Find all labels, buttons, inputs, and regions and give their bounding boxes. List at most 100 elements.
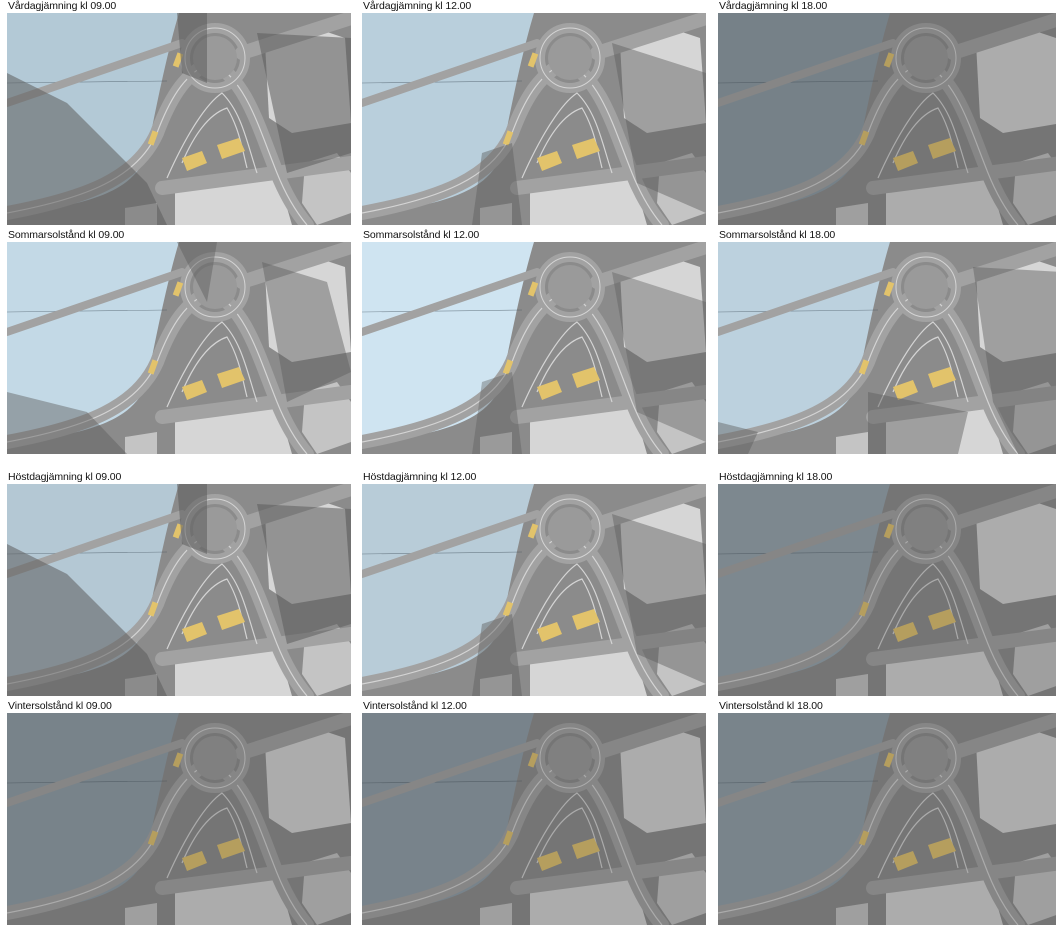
road (235, 242, 351, 289)
shadow-study-panel: Höstdagjämning kl 18.00 (718, 471, 1056, 696)
shadow-study-panel: Höstdagjämning kl 09.00 (7, 471, 351, 696)
proposed-building (502, 601, 514, 617)
roundabout-island (904, 507, 948, 551)
site-plan-svg (7, 484, 351, 696)
road (946, 242, 1056, 289)
proposed-building (893, 851, 918, 871)
roundabout-island (548, 36, 592, 80)
site-plan-svg (362, 713, 706, 925)
proposed-building (147, 601, 159, 617)
site-plan-map (362, 242, 706, 454)
road (718, 39, 897, 107)
site-plan-map (718, 13, 1056, 225)
waterline (7, 551, 168, 555)
shadow-study-panel: Sommarsolstånd kl 12.00 (362, 229, 706, 454)
road-marking (877, 792, 969, 879)
proposed-building (572, 838, 600, 859)
proposed-building (182, 380, 207, 400)
road-marking (166, 321, 258, 408)
road (866, 856, 1056, 895)
site-plan-svg (718, 713, 1056, 925)
road-marking (877, 92, 969, 179)
road (590, 713, 706, 760)
building (976, 257, 1056, 362)
proposed-building (537, 151, 562, 171)
proposed-building (172, 281, 184, 297)
site-plan-map (362, 13, 706, 225)
roundabout-marking (895, 27, 957, 89)
proposed-building (893, 380, 918, 400)
building (620, 499, 706, 604)
proposed-building (527, 523, 539, 539)
roundabout-marking (539, 256, 601, 318)
waterline (718, 551, 879, 555)
panel-title: Vårdagjämning kl 18.00 (719, 0, 828, 12)
proposed-building (217, 367, 245, 388)
shadow-overlay (472, 43, 706, 225)
proposed-building (928, 367, 956, 388)
building (480, 432, 512, 454)
waterline (362, 309, 523, 313)
proposed-building (217, 138, 245, 159)
panel-title: Sommarsolstånd kl 12.00 (363, 229, 480, 241)
building (480, 674, 512, 696)
proposed-building (217, 838, 245, 859)
road (362, 268, 541, 336)
road (510, 156, 706, 195)
proposed-building (928, 138, 956, 159)
road (362, 510, 541, 578)
road (718, 739, 897, 807)
site-plan-map (7, 242, 351, 454)
proposed-building (537, 851, 562, 871)
roundabout-island (193, 736, 237, 780)
road (946, 484, 1056, 531)
roundabout-island (904, 265, 948, 309)
site-plan-map (7, 13, 351, 225)
road (866, 627, 1056, 666)
site-plan-svg (362, 484, 706, 696)
roundabout-island (548, 507, 592, 551)
roundabout-island (548, 736, 592, 780)
road (510, 856, 706, 895)
panel-title: Sommarsolstånd kl 18.00 (719, 229, 836, 241)
shadow-study-panel: Vårdagjämning kl 18.00 (718, 0, 1056, 225)
road-marking (166, 563, 258, 650)
site-plan-svg (718, 13, 1056, 225)
site-plan-map (718, 242, 1056, 454)
site-plan-map (7, 484, 351, 696)
road (362, 739, 541, 807)
roundabout-island (193, 265, 237, 309)
proposed-building (502, 359, 514, 375)
road-marking (521, 563, 613, 650)
panel-title: Vårdagjämning kl 12.00 (363, 0, 472, 12)
panel-title: Sommarsolstånd kl 09.00 (8, 229, 125, 241)
shadow-overlay (7, 242, 351, 454)
shadow-study-panel: Vintersolstånd kl 18.00 (718, 700, 1056, 925)
roundabout-island (548, 265, 592, 309)
proposed-building (217, 609, 245, 630)
roundabout-island (904, 736, 948, 780)
site-plan-map (362, 484, 706, 696)
road (7, 268, 186, 336)
site-plan-map (362, 713, 706, 925)
road (7, 739, 186, 807)
proposed-building (858, 359, 870, 375)
proposed-building (182, 851, 207, 871)
shadow-overlay (718, 13, 1056, 225)
proposed-building (527, 52, 539, 68)
proposed-building (502, 830, 514, 846)
proposed-building (883, 752, 895, 768)
shadow-overlay (718, 484, 1056, 696)
proposed-building (172, 752, 184, 768)
shadow-overlay (718, 267, 1056, 454)
shadow-overlay (362, 713, 706, 925)
road (590, 13, 706, 60)
proposed-building (858, 130, 870, 146)
roundabout-marking (539, 27, 601, 89)
road (155, 385, 351, 424)
road (155, 856, 351, 895)
road (155, 156, 351, 195)
building (976, 728, 1056, 833)
road (235, 713, 351, 760)
waterline (7, 780, 168, 784)
